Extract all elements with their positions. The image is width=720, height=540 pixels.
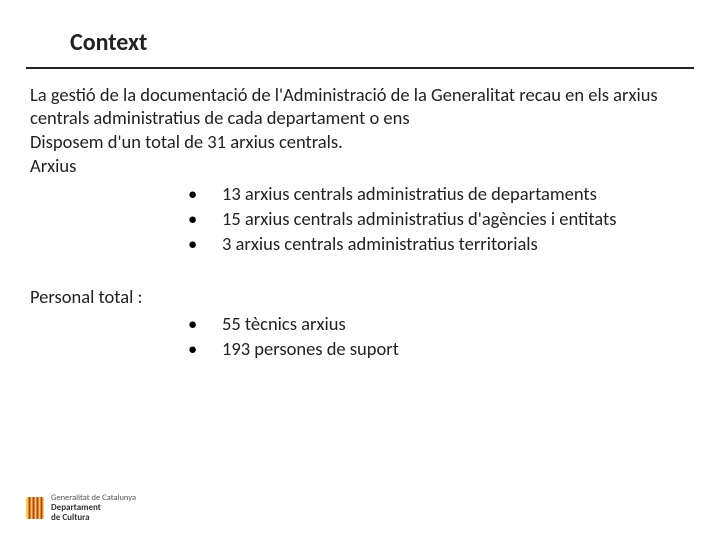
list-item-text: 13 arxius centrals administratius de dep… bbox=[222, 182, 690, 205]
bullet-icon: • bbox=[188, 232, 222, 255]
bullet-icon: • bbox=[188, 207, 222, 230]
personal-list: • 55 tècnics arxius • 193 persones de su… bbox=[30, 312, 690, 360]
bullet-icon: • bbox=[188, 337, 222, 360]
list-item-text: 55 tècnics arxius bbox=[222, 312, 690, 335]
intro-line: Disposem d'un total de 31 arxius central… bbox=[30, 130, 690, 153]
list-item: • 193 persones de suport bbox=[30, 337, 690, 360]
personal-label: Personal total : bbox=[30, 285, 690, 308]
list-item-text: 15 arxius centrals administratius d'agèn… bbox=[222, 207, 690, 230]
arxius-list: • 13 arxius centrals administratius de d… bbox=[30, 182, 690, 255]
body-content: La gestió de la documentació de l'Admini… bbox=[0, 69, 720, 360]
list-item-text: 3 arxius centrals administratius territo… bbox=[222, 232, 690, 255]
list-item: • 3 arxius centrals administratius terri… bbox=[30, 232, 690, 255]
shield-icon bbox=[26, 497, 44, 519]
list-item: • 15 arxius centrals administratius d'ag… bbox=[30, 207, 690, 230]
page-title: Context bbox=[70, 28, 720, 57]
list-item: • 13 arxius centrals administratius de d… bbox=[30, 182, 690, 205]
list-item: • 55 tècnics arxius bbox=[30, 312, 690, 335]
bullet-icon: • bbox=[188, 312, 222, 335]
footer-text: Generalitat de Catalunya Departament de … bbox=[51, 494, 136, 522]
bullet-icon: • bbox=[188, 182, 222, 205]
list-item-text: 193 persones de suport bbox=[222, 337, 690, 360]
intro-line: La gestió de la documentació de l'Admini… bbox=[30, 83, 690, 129]
footer-line: de Cultura bbox=[51, 513, 136, 522]
intro-line: Arxius bbox=[30, 154, 690, 177]
footer-logo: Generalitat de Catalunya Departament de … bbox=[26, 494, 136, 522]
